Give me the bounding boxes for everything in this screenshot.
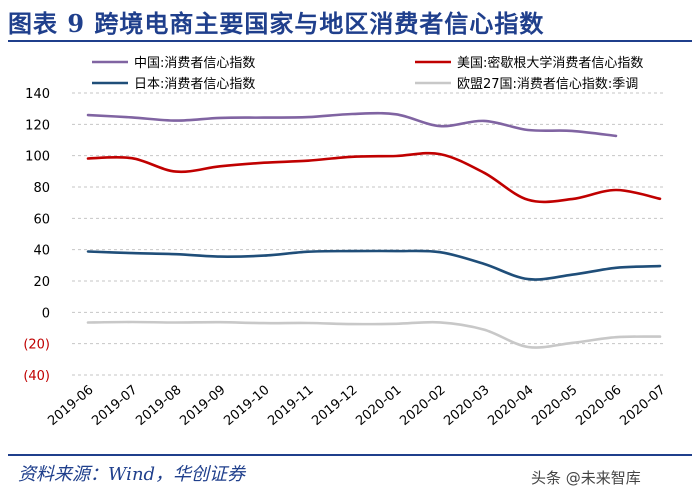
x-tick-label: 2020-03 [441, 383, 492, 429]
x-axis: 2019-062019-072019-082019-092019-102019-… [45, 383, 668, 429]
y-tick-label: (40) [23, 369, 50, 384]
gridlines [72, 92, 666, 376]
y-tick-label: (20) [23, 338, 50, 353]
title-rule [8, 40, 692, 42]
y-tick-label: 40 [33, 244, 50, 259]
series-line-3 [86, 320, 662, 349]
chart-title: 图表 9 跨境电商主要国家与地区消费者信心指数 [8, 9, 545, 38]
watermark: 头条 @未来智库 [531, 469, 641, 487]
y-tick-label: 20 [33, 275, 50, 290]
series-line-0 [86, 111, 618, 138]
series-line-1 [86, 151, 662, 204]
y-tick-label: 60 [33, 212, 50, 227]
series-line-2 [86, 249, 662, 281]
x-tick-label: 2019-10 [221, 383, 272, 429]
legend-label: 欧盟27国:消费者信心指数:季调 [457, 77, 638, 92]
y-tick-label: 0 [42, 306, 50, 321]
x-tick-label: 2019-06 [45, 383, 96, 429]
legend-label: 中国:消费者信心指数 [134, 56, 255, 71]
y-tick-label: 120 [25, 118, 50, 133]
x-tick-label: 2020-02 [397, 383, 448, 429]
y-tick-label: 80 [33, 181, 50, 196]
x-tick-label: 2020-01 [353, 383, 404, 429]
x-tick-label: 2020-05 [529, 383, 580, 429]
x-tick-label: 2019-08 [133, 383, 184, 429]
y-tick-label: 100 [25, 150, 50, 165]
legend-label: 日本:消费者信心指数 [134, 77, 255, 92]
y-tick-label: 140 [25, 87, 50, 102]
y-axis: 140 120 100 80 60 40 20 0 (20) (40) [23, 87, 50, 384]
x-tick-label: 2019-07 [89, 383, 140, 429]
source-note: 资料来源：Wind，华创证券 [18, 464, 246, 485]
x-tick-label: 2019-09 [177, 383, 228, 429]
footer-rule [8, 454, 692, 456]
series-lines [86, 111, 662, 349]
x-tick-label: 2019-11 [265, 383, 316, 429]
x-tick-label: 2019-12 [309, 383, 360, 429]
legend-label: 美国:密歇根大学消费者信心指数 [457, 55, 643, 71]
x-tick-label: 2020-07 [617, 383, 668, 429]
x-tick-label: 2020-04 [485, 383, 536, 429]
x-tick-label: 2020-06 [573, 383, 624, 429]
